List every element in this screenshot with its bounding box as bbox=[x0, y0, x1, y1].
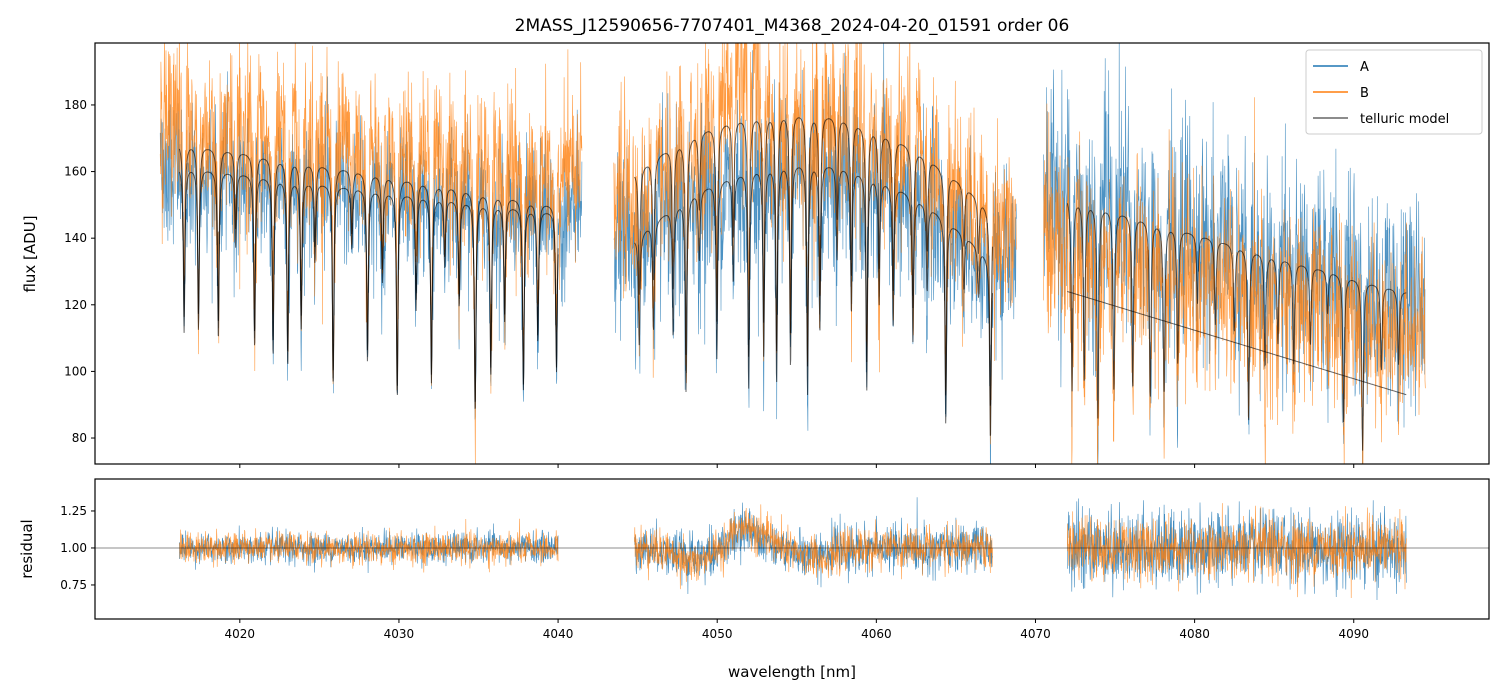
legend-label-model: telluric model bbox=[1360, 112, 1449, 127]
x-tick-label: 4030 bbox=[384, 627, 415, 641]
residual-a-line bbox=[634, 497, 993, 595]
top-y-tick-label: 160 bbox=[64, 165, 87, 179]
top-y-tick-label: 100 bbox=[64, 364, 87, 378]
top-plot-area bbox=[159, 43, 1426, 464]
top-y-label: flux [ADU] bbox=[21, 215, 39, 292]
residual-plot-area bbox=[95, 497, 1489, 601]
telluric-model-a-line bbox=[634, 167, 993, 436]
x-tick-label: 4060 bbox=[861, 627, 892, 641]
x-tick-label: 4070 bbox=[1020, 627, 1051, 641]
residual-axes-frame bbox=[94, 478, 1490, 620]
residual-b-line bbox=[179, 518, 559, 573]
series-b-line bbox=[613, 43, 1017, 445]
residual-y-tick-label: 0.75 bbox=[60, 578, 87, 592]
telluric-model-b-line bbox=[1067, 291, 1407, 396]
x-label: wavelength [nm] bbox=[728, 663, 856, 681]
top-y-tick-label: 80 bbox=[72, 431, 87, 445]
top-y-tick-label: 180 bbox=[64, 98, 87, 112]
top-axes-frame bbox=[94, 42, 1490, 465]
x-tick-label: 4080 bbox=[1179, 627, 1210, 641]
telluric-model-b-line bbox=[634, 117, 993, 406]
chart-title: 2MASS_J12590656-7707401_M4368_2024-04-20… bbox=[515, 16, 1070, 36]
top-y-tick-label: 120 bbox=[64, 298, 87, 312]
residual-b-line bbox=[1067, 503, 1407, 599]
residual-b-line bbox=[634, 504, 993, 590]
top-y-tick-label: 140 bbox=[64, 231, 87, 245]
legend: A B telluric model bbox=[1305, 49, 1483, 135]
x-tick-label: 4040 bbox=[543, 627, 574, 641]
legend-label-b: B bbox=[1360, 86, 1369, 101]
series-b-line bbox=[159, 43, 583, 464]
x-tick-label: 4050 bbox=[702, 627, 733, 641]
x-tick-label: 4020 bbox=[225, 627, 256, 641]
residual-y-label: residual bbox=[18, 519, 36, 578]
telluric-model-a-line bbox=[1066, 203, 1407, 451]
legend-label-a: A bbox=[1360, 60, 1369, 75]
x-tick-label: 4090 bbox=[1338, 627, 1369, 641]
residual-y-tick-label: 1.00 bbox=[60, 541, 87, 555]
telluric-model-b-line bbox=[178, 148, 559, 403]
residual-y-tick-label: 1.25 bbox=[60, 504, 87, 518]
